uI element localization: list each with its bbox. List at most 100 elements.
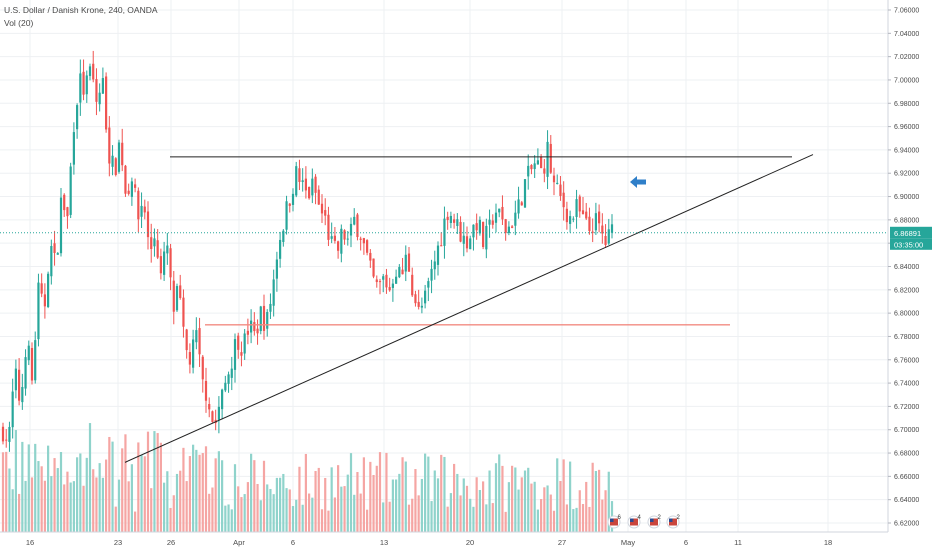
volume-bar [50,476,53,532]
volume-bar [82,485,85,532]
candle-body [404,254,407,272]
volume-indicator-label[interactable]: Vol (20) [4,18,34,28]
candle-body [233,339,237,370]
candle-body [8,426,11,442]
price-tick-label: 6.76000 [894,357,919,364]
volume-bar [581,504,585,532]
candle-body [424,290,427,304]
volume-bar [166,471,169,532]
candle-body [5,439,8,441]
candle-body [372,258,375,277]
candle-body [43,294,46,307]
candle-body [63,194,66,211]
candle-body [349,223,353,236]
volume-bar [440,454,443,532]
candle-body [337,241,340,251]
candle-body [465,236,469,249]
volume-bar [105,459,108,532]
candle-body [237,335,240,350]
volume-bar [333,497,336,532]
volume-bar [462,478,465,532]
volume-bar [398,473,401,532]
candle-body [443,218,446,246]
volume-bar [417,495,420,532]
volume-bar [59,452,63,532]
volume-bar [253,460,256,532]
candle-body [556,182,559,185]
candle-body [324,210,327,216]
event-count: 2 [658,515,662,521]
candle-body [543,168,546,174]
volume-bar [391,479,394,532]
candle-body [146,211,150,238]
candle-body [95,79,98,102]
candle-body [1,426,5,442]
candle-body [591,231,594,233]
volume-bar [482,481,485,532]
volume-bar [201,453,204,532]
volume-bar [607,471,610,532]
candle-body [604,236,607,245]
countdown-badge [890,238,932,250]
candle-body [585,211,588,219]
volume-bar [134,511,137,532]
candle-body [549,143,552,173]
volume-bar [598,469,601,532]
candle-body [88,66,92,76]
volume-bar [594,471,597,532]
candle-body [82,71,85,95]
volume-bar [114,506,117,532]
us-flag-stripes [650,518,658,526]
candle-body [211,411,214,423]
price-tick-label: 6.90000 [894,194,919,201]
volume-bar [556,458,559,532]
candle-body [359,238,362,240]
candle-body [295,166,298,196]
volume-bar [262,460,266,532]
volume-bar [498,454,501,532]
candle-body [311,178,314,196]
volume-bar [314,471,317,532]
price-axis: 7.06000 7.04000 7.02000 7.00000 6.98000 6.960… [887,0,932,532]
candle-body [562,192,565,208]
ascending-trend-line [124,154,814,463]
volume-bar [140,455,143,532]
volume-bar [266,484,269,532]
volume-bar [56,468,59,532]
volume-bar [217,451,220,532]
time-axis: 16 23 26 Apr 6 13 20 27 May 6 11 18 [0,531,888,547]
candle-body [440,245,443,247]
price-tick-label: 6.84000 [894,264,919,271]
volume-bar [494,463,498,532]
candle-body [388,287,391,291]
volume-bar [343,486,346,532]
volume-bar [63,484,66,532]
time-tick-label: 18 [824,538,832,547]
candle-body [327,214,330,240]
volume-bar [121,448,124,532]
candle-body [398,267,401,278]
volume-bar [540,499,543,532]
volume-bar [504,511,507,532]
volume-bar [117,479,121,532]
volume-bar [227,504,230,532]
volume-bar [453,463,456,532]
volume-bar [407,504,411,532]
volume-bar [272,494,275,532]
candle-body [50,246,53,277]
candle-body [314,176,317,193]
candle-body [401,269,404,275]
candle-body [340,228,343,254]
us-flag-canton [669,518,673,522]
volume-bar [279,477,282,532]
candle-body [301,180,304,183]
candle-body [243,333,246,354]
volume-bar [424,453,427,532]
symbol-title[interactable]: U.S. Dollar / Danish Krone, 240, OANDA [4,5,158,15]
volume-bar [478,490,481,532]
volume-bar [569,461,572,532]
volume-bar [472,506,475,532]
candle-body [30,348,34,381]
volume-bar [30,477,34,532]
